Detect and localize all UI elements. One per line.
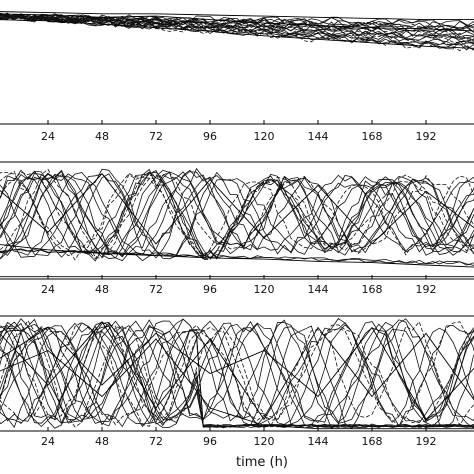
trace-line: [0, 167, 474, 259]
trace-line: [0, 12, 474, 33]
x-tick-label: 48: [95, 435, 109, 448]
x-tick-label: 168: [362, 130, 383, 143]
series-line-2: [0, 244, 474, 268]
x-tick-label: 96: [203, 435, 217, 448]
trace-line: [0, 171, 474, 262]
x-tick-label: 192: [416, 130, 437, 143]
x-tick-label: 24: [41, 435, 55, 448]
trace-line: [0, 14, 474, 52]
x-tick-label: 72: [149, 283, 163, 296]
series-line-1: [0, 321, 474, 421]
series-line-2: [0, 11, 474, 21]
x-tick-label: 24: [41, 283, 55, 296]
trace-line: [0, 319, 474, 427]
trace-line: [0, 13, 474, 43]
x-tick-label: 144: [308, 435, 329, 448]
x-tick-label: 48: [95, 283, 109, 296]
x-tick-label: 120: [254, 283, 275, 296]
trace-line: [0, 173, 474, 260]
trace-line: [0, 319, 474, 429]
x-tick-label: 192: [416, 435, 437, 448]
x-tick-label: 144: [308, 283, 329, 296]
trace-line: [0, 168, 474, 257]
x-tick-label: 48: [95, 130, 109, 143]
trace-line: [0, 171, 474, 258]
series-line-2: [0, 338, 474, 430]
trace-line: [0, 171, 474, 261]
trace-line: [0, 318, 474, 428]
series-line-1: [0, 13, 474, 32]
x-tick-label: 96: [203, 283, 217, 296]
x-tick-label: 120: [254, 130, 275, 143]
trace-line: [0, 169, 474, 260]
trace-line: [0, 171, 474, 260]
trace-line: [0, 169, 474, 262]
trace-line: [0, 324, 474, 429]
x-tick-label: 24: [41, 130, 55, 143]
x-tick-label: 168: [362, 283, 383, 296]
trace-line: [0, 12, 474, 33]
trace-line: [0, 168, 474, 260]
x-axis-label: time (h): [236, 455, 288, 470]
trace-line: [0, 168, 474, 260]
trace-line: [0, 319, 474, 428]
trace-line: [0, 318, 474, 430]
x-tick-label: 168: [362, 435, 383, 448]
x-tick-label: 144: [308, 130, 329, 143]
trace-line: [0, 319, 474, 429]
trace-line: [0, 248, 474, 266]
x-tick-label: 96: [203, 130, 217, 143]
trace-line: [0, 173, 474, 262]
trace-line: [0, 14, 474, 50]
x-tick-label: 72: [149, 130, 163, 143]
trace-line: [0, 169, 474, 256]
trace-line: [0, 320, 474, 426]
series-line-1: [0, 173, 474, 245]
series-line-3: [0, 19, 474, 49]
x-tick-label: 120: [254, 435, 275, 448]
x-tick-label: 72: [149, 435, 163, 448]
trace-line: [0, 249, 474, 266]
series-line-3: [0, 326, 474, 421]
trace-line: [0, 318, 474, 427]
x-tick-label: 192: [416, 283, 437, 296]
